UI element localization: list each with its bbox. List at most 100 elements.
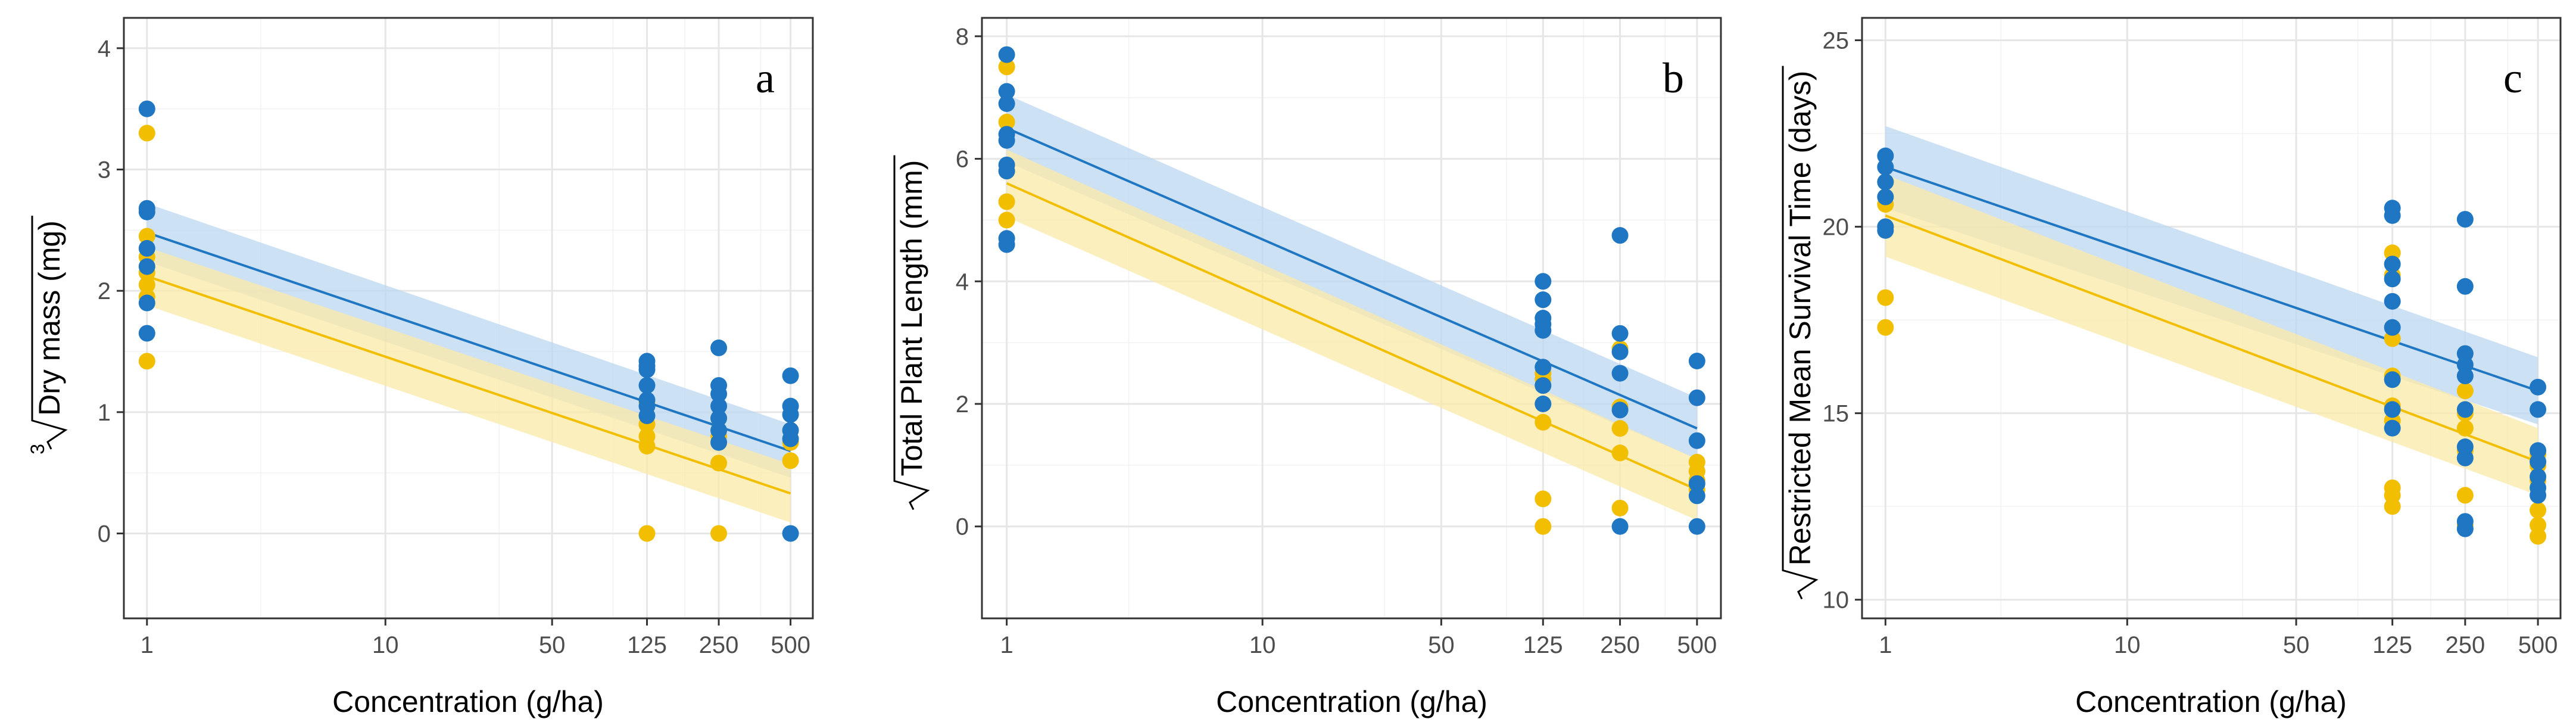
data-point-blue [782, 430, 799, 447]
x-tick-label: 250 [1600, 632, 1640, 658]
data-point-yellow [138, 353, 155, 370]
x-tick-label: 250 [699, 632, 739, 658]
data-point-blue [1611, 343, 1629, 360]
panel-letter: c [2503, 54, 2522, 102]
data-point-blue [2384, 293, 2401, 310]
data-point-blue [138, 294, 155, 312]
data-point-yellow [998, 193, 1015, 210]
data-point-blue [138, 100, 155, 117]
data-point-blue [1535, 359, 1552, 376]
panel-frame [1861, 17, 2562, 620]
data-point-blue [2530, 487, 2547, 504]
data-point-blue [1688, 475, 1705, 492]
radical-sign [1782, 66, 1819, 600]
data-point-yellow [2456, 382, 2474, 400]
x-tick-label: 50 [1428, 632, 1455, 658]
y-axis-title-group: Dry mass (mg) 3 [27, 216, 68, 455]
data-point-blue [2456, 520, 2474, 537]
chart-panel-c: 1 10 50 125 250 500 10 15 20 25 c Concentration (g/… [1782, 17, 2562, 718]
data-point-blue [998, 46, 1015, 63]
x-tick-label: 50 [539, 632, 566, 658]
data-point-yellow [2456, 419, 2474, 437]
data-point-yellow [1535, 413, 1552, 431]
data-point-blue [1877, 222, 1894, 239]
y-tick-label: 2 [956, 391, 969, 418]
x-tick-label: 1 [1000, 632, 1013, 658]
data-point-blue [2384, 401, 2401, 418]
x-tick-label: 500 [2518, 632, 2558, 658]
data-point-blue [998, 132, 1015, 149]
chart-panel-a: 1 10 50 125 250 500 0 1 2 3 4 a Concentration (g/ha)… [27, 17, 814, 718]
data-point-yellow [1535, 518, 1552, 535]
data-point-yellow [998, 58, 1015, 76]
data-point-yellow [138, 276, 155, 293]
y-tick-label: 6 [956, 147, 969, 173]
data-point-blue [710, 434, 728, 451]
panel-letter: b [1663, 54, 1684, 102]
data-point-blue [1688, 353, 1705, 369]
y-axis-title: Restricted Mean Survival Time (days) [1783, 71, 1817, 566]
data-point-blue [1611, 325, 1629, 342]
x-tick-label: 1 [141, 632, 154, 658]
confidence-band-blue [1006, 94, 1697, 459]
regression-line-yellow [1006, 182, 1698, 491]
y-tick-label: 10 [1823, 587, 1850, 614]
panel-frame [981, 17, 1722, 620]
data-point-blue [710, 339, 728, 356]
data-point-yellow [1877, 289, 1894, 306]
data-point-yellow [1877, 319, 1894, 336]
x-tick-label: 125 [2372, 632, 2412, 658]
data-point-blue [2456, 401, 2474, 418]
x-tick-label: 10 [1249, 632, 1276, 658]
panel-frame [123, 17, 814, 620]
y-tick-label: 2 [98, 278, 111, 304]
regression-line-yellow [1885, 214, 2538, 463]
data-point-blue [2384, 256, 2401, 273]
data-point-blue [2456, 368, 2474, 385]
data-point-yellow [782, 452, 799, 469]
y-axis-title-group: Total Plant Length (mm) [893, 155, 930, 511]
x-tick-label: 10 [2114, 632, 2141, 658]
data-point-blue [710, 385, 728, 403]
data-point-blue [2384, 319, 2401, 336]
data-point-blue [782, 525, 799, 542]
radical-sign [31, 216, 68, 450]
data-point-blue [1611, 365, 1629, 382]
data-point-yellow [138, 228, 155, 245]
data-point-yellow [710, 455, 728, 472]
data-point-blue [1688, 432, 1705, 449]
x-axis-title: Concentration (g/ha) [1216, 685, 1487, 718]
x-tick-label: 50 [2283, 632, 2310, 658]
data-point-yellow [2530, 502, 2547, 519]
data-point-yellow [2456, 487, 2474, 504]
x-tick-label: 500 [771, 632, 810, 658]
data-point-blue [1877, 188, 1894, 206]
confidence-band-yellow [1885, 174, 2538, 496]
data-point-blue [638, 361, 656, 378]
data-point-blue [998, 236, 1015, 253]
y-tick-label: 0 [956, 514, 969, 540]
x-tick-label: 125 [627, 632, 667, 658]
data-point-blue [2530, 401, 2547, 418]
data-point-blue [638, 407, 656, 424]
data-point-blue [1535, 291, 1552, 309]
data-point-blue [710, 422, 728, 439]
data-point-blue [1611, 402, 1629, 419]
data-point-blue [138, 203, 155, 220]
data-point-blue [1611, 227, 1629, 244]
y-axis-title-group: Restricted Mean Survival Time (days) [1782, 66, 1819, 600]
x-tick-label: 250 [2445, 632, 2485, 658]
data-point-blue [2384, 371, 2401, 388]
data-point-blue [2384, 270, 2401, 288]
data-point-blue [782, 406, 799, 423]
data-point-blue [1688, 518, 1705, 535]
data-point-blue [998, 95, 1015, 112]
data-point-blue [1535, 273, 1552, 290]
data-point-blue [1535, 377, 1552, 394]
data-point-blue [138, 325, 155, 342]
data-point-blue [1877, 158, 1894, 176]
data-point-blue [1611, 518, 1629, 535]
data-point-yellow [1611, 444, 1629, 462]
confidence-band-yellow [1006, 150, 1697, 521]
